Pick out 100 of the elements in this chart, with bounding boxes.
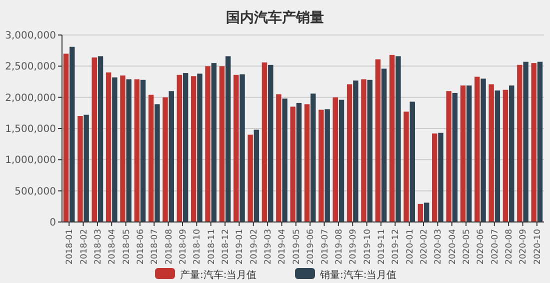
bar bbox=[375, 59, 381, 222]
x-tick-label: 2020-04 bbox=[448, 229, 458, 265]
x-tick-label: 2018-02 bbox=[79, 229, 90, 265]
x-tick-label: 2018-09 bbox=[178, 229, 188, 265]
bar bbox=[78, 116, 83, 222]
y-tick-label: 2,500,000 bbox=[5, 62, 56, 73]
bar bbox=[205, 66, 210, 222]
bar bbox=[424, 202, 430, 222]
bar bbox=[452, 92, 458, 222]
bar bbox=[324, 109, 330, 222]
bar bbox=[262, 62, 268, 222]
bar bbox=[474, 76, 480, 222]
x-tick-label: 2020-01 bbox=[405, 229, 416, 265]
bar bbox=[282, 98, 288, 222]
x-tick-label: 2019-11 bbox=[376, 229, 387, 265]
y-tick-label: 0 bbox=[50, 218, 56, 228]
bar bbox=[211, 63, 217, 222]
bar bbox=[240, 74, 245, 222]
x-tick-label: 2020-03 bbox=[434, 229, 444, 265]
bar bbox=[338, 100, 344, 222]
bar bbox=[502, 90, 508, 222]
bar bbox=[410, 102, 415, 222]
bar bbox=[460, 85, 466, 222]
y-tick-label: 1,500,000 bbox=[5, 124, 56, 135]
x-tick-label: 2018-01 bbox=[65, 229, 76, 265]
bar bbox=[225, 56, 231, 222]
y-tick-label: 3,000,000 bbox=[5, 30, 56, 42]
bar bbox=[98, 56, 104, 222]
bar bbox=[148, 94, 154, 222]
bar bbox=[290, 106, 296, 222]
bar bbox=[488, 84, 494, 222]
bar bbox=[296, 102, 302, 222]
x-tick-label: 2018-06 bbox=[136, 229, 146, 265]
x-tick-label: 2019-12 bbox=[391, 229, 402, 265]
bar bbox=[168, 91, 174, 222]
y-tick-label: 1,000,000 bbox=[5, 155, 56, 166]
bar bbox=[432, 133, 438, 222]
bar bbox=[537, 62, 543, 222]
bar bbox=[304, 104, 310, 222]
x-tick-label: 2018-03 bbox=[93, 229, 104, 265]
x-tick-label: 2020-10 bbox=[532, 229, 543, 265]
bar bbox=[70, 46, 75, 222]
x-tick-label: 2020-08 bbox=[504, 229, 515, 265]
bar bbox=[509, 85, 514, 222]
x-tick-label: 2019-07 bbox=[320, 229, 330, 265]
bar bbox=[276, 94, 282, 222]
bar bbox=[84, 114, 89, 222]
bar bbox=[126, 79, 132, 222]
bar bbox=[517, 64, 522, 222]
bar bbox=[162, 97, 168, 222]
bar bbox=[254, 130, 260, 222]
bar bbox=[531, 63, 536, 222]
bar bbox=[310, 94, 316, 222]
x-tick-label: 2018-11 bbox=[206, 229, 217, 265]
bar bbox=[120, 76, 126, 222]
bar bbox=[92, 57, 97, 222]
bar bbox=[248, 134, 253, 222]
y-tick-label: 2,000,000 bbox=[5, 92, 56, 104]
x-tick-label: 2019-06 bbox=[306, 229, 316, 265]
x-tick-label: 2020-02 bbox=[420, 229, 430, 265]
x-tick-label: 2019-04 bbox=[278, 229, 288, 265]
x-tick-label: 2019-02 bbox=[249, 229, 260, 265]
bar bbox=[494, 90, 500, 222]
bar bbox=[346, 84, 352, 222]
bar bbox=[197, 74, 202, 222]
bar bbox=[367, 80, 372, 222]
x-tick-label: 2020-07 bbox=[490, 229, 500, 265]
bar bbox=[332, 97, 338, 222]
bar bbox=[140, 80, 146, 222]
bar bbox=[234, 74, 239, 222]
x-tick-label: 2019-10 bbox=[362, 229, 373, 265]
bar bbox=[361, 79, 366, 222]
bar bbox=[112, 77, 118, 222]
bar bbox=[389, 54, 395, 222]
bar bbox=[418, 204, 424, 222]
bar bbox=[219, 66, 225, 222]
bar bbox=[523, 62, 528, 222]
bar bbox=[191, 76, 196, 222]
x-tick-label: 2019-05 bbox=[292, 229, 302, 265]
x-tick-label: 2018-08 bbox=[164, 229, 174, 265]
bar bbox=[404, 112, 409, 222]
x-tick-label: 2018-12 bbox=[221, 229, 232, 265]
bar bbox=[182, 73, 188, 222]
bar bbox=[446, 91, 452, 222]
x-tick-label: 2019-09 bbox=[348, 229, 359, 265]
chart-title: 国内汽车产销量 bbox=[226, 9, 324, 26]
x-tick-label: 2018-10 bbox=[192, 229, 203, 265]
bar bbox=[466, 85, 472, 222]
bar bbox=[438, 132, 444, 222]
bar bbox=[318, 110, 324, 222]
x-tick-label: 2020-05 bbox=[462, 229, 472, 265]
bar bbox=[134, 79, 140, 222]
legend-label: 销量:汽车:当月值 bbox=[319, 269, 397, 281]
bar bbox=[106, 72, 112, 222]
x-tick-label: 2018-07 bbox=[150, 229, 160, 265]
x-tick-label: 2020-06 bbox=[476, 229, 486, 265]
x-tick-label: 2019-01 bbox=[235, 229, 246, 265]
legend-label: 产量:汽车:当月值 bbox=[180, 269, 257, 281]
x-tick-label: 2019-08 bbox=[334, 229, 344, 265]
y-tick-label: 500,000 bbox=[14, 186, 56, 198]
